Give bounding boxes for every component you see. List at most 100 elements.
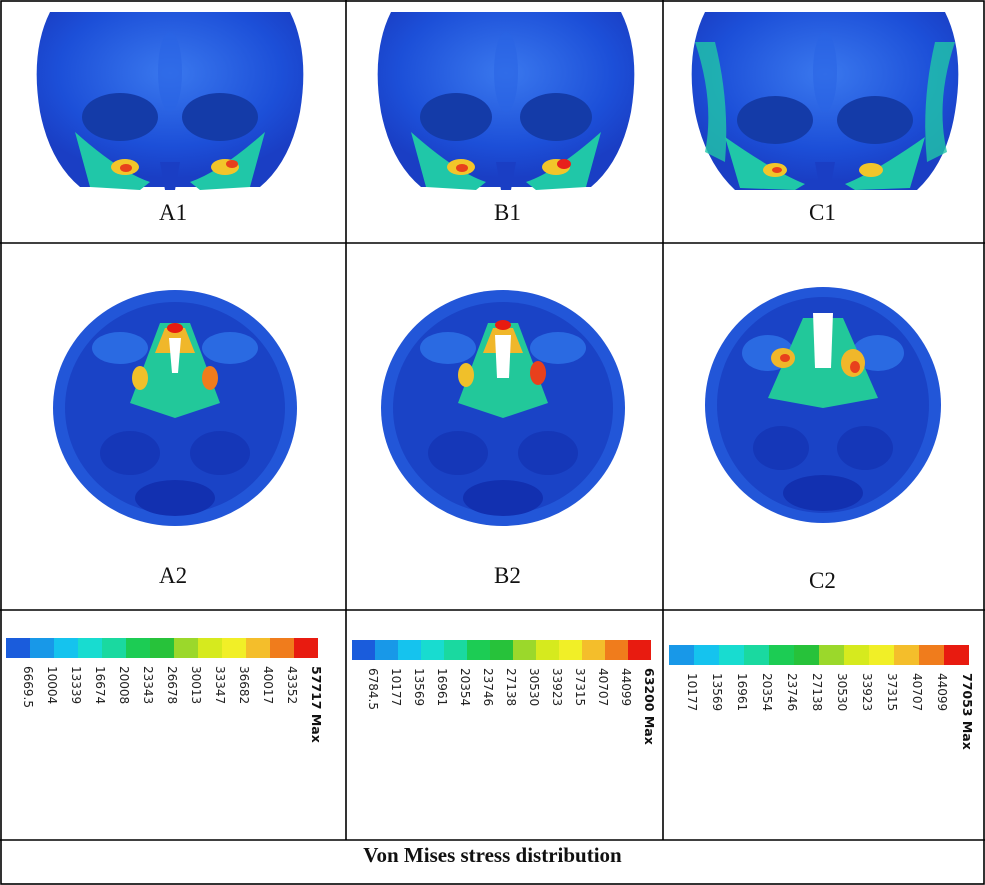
skull-front-view-b1 [366,12,646,192]
legend-swatch [294,638,318,658]
panel-b2: B2 [346,243,663,610]
legend-swatch [605,640,628,660]
panel-label-b2: B2 [494,563,521,588]
legend-swatch [150,638,174,658]
legend-swatch [819,645,844,665]
legend-tick-label: 23746 [481,668,495,706]
legend-swatch [222,638,246,658]
legend-tick-label: 43352 [285,666,299,704]
legend-swatch [919,645,944,665]
color-legend-c: 10177 13569 16961 20354 23746 27138 30530 33923… [669,645,975,750]
legend-swatch [769,645,794,665]
legend-tick-label: 33347 [213,666,227,704]
legend-swatch [375,640,398,660]
panel-a2: A2 [0,243,346,610]
legend-swatch [126,638,150,658]
legend-swatch [719,645,744,665]
panel-c1: C1 [663,0,985,243]
skull-top-view-b2 [378,283,628,533]
panel-label-a1: A1 [159,200,188,225]
legend-swatch [536,640,559,660]
legend-swatch [794,645,819,665]
legend-swatch [628,640,651,660]
legend-swatch [513,640,536,660]
color-legend-b: 6784.5 10177 13569 16961 20354 23746 27138 3053… [352,640,657,745]
panel-a1: A1 [0,0,346,243]
legend-tick-label: 13339 [69,666,83,704]
legend-swatch [421,640,444,660]
legend-cell-a: 6669.5 10004 13339 16674 20008 23343 26678 3001… [0,610,346,840]
legend-tick-label: 20354 [760,673,774,711]
legend-cell-c: 10177 13569 16961 20354 23746 27138 30530 33923… [663,610,985,840]
legend-tick-label: 16961 [735,673,749,711]
legend-tick-label: 30530 [835,673,849,711]
legend-max-label: 57717 Max [309,666,324,743]
legend-tick-label: 33923 [550,668,564,706]
legend-cell-b: 6784.5 10177 13569 16961 20354 23746 27138 3053… [346,610,663,840]
legend-swatch [582,640,605,660]
legend-swatch [559,640,582,660]
legend-tick-label: 30013 [189,666,203,704]
legend-swatch [398,640,421,660]
legend-tick-label: 13569 [710,673,724,711]
legend-swatch [6,638,30,658]
figure-caption: Von Mises stress distribution [363,843,622,867]
legend-swatch [944,645,969,665]
legend-tick-label: 26678 [165,666,179,704]
legend-tick-label: 13569 [412,668,426,706]
legend-tick-label: 40707 [596,668,610,706]
legend-tick-label: 44099 [619,668,633,706]
panel-b1: B1 [346,0,663,243]
legend-tick-label: 37315 [885,673,899,711]
legend-tick-label: 6669.5 [21,666,35,708]
legend-swatch [198,638,222,658]
legend-tick-label: 37315 [573,668,587,706]
legend-swatch [669,645,694,665]
legend-tick-label: 20008 [117,666,131,704]
legend-swatch [744,645,769,665]
panel-label-b1: B1 [494,200,521,225]
panel-label-c2: C2 [809,568,836,593]
legend-tick-label: 23746 [785,673,799,711]
legend-tick-label: 10004 [45,666,59,704]
legend-tick-label: 10177 [389,668,403,706]
legend-tick-label: 27138 [810,673,824,711]
legend-swatch [352,640,375,660]
panel-label-c1: C1 [809,200,836,225]
legend-tick-label: 20354 [458,668,472,706]
legend-swatch [174,638,198,658]
legend-max-label: 63200 Max [642,668,657,745]
legend-swatch [444,640,467,660]
legend-swatch [869,645,894,665]
legend-swatch [894,645,919,665]
legend-tick-label: 36682 [237,666,251,704]
legend-swatch [78,638,102,658]
legend-swatch [467,640,490,660]
legend-swatch [490,640,513,660]
panel-c2: C2 [663,243,985,610]
legend-tick-label: 30530 [527,668,541,706]
skull-top-view-c2 [703,283,943,528]
skull-front-view-a1 [20,12,320,192]
legend-tick-label: 27138 [504,668,518,706]
skull-front-view-c1 [685,12,965,192]
legend-swatch [246,638,270,658]
legend-tick-label: 6784.5 [366,668,380,710]
legend-swatch [844,645,869,665]
legend-tick-label: 16961 [435,668,449,706]
legend-tick-label: 40017 [261,666,275,704]
skull-top-view-a2 [50,283,300,533]
legend-tick-label: 44099 [935,673,949,711]
legend-swatch [54,638,78,658]
legend-tick-label: 40707 [910,673,924,711]
panel-label-a2: A2 [159,563,188,588]
legend-tick-label: 33923 [860,673,874,711]
legend-swatch [270,638,294,658]
legend-max-label: 77053 Max [960,673,975,750]
legend-swatch [30,638,54,658]
legend-tick-label: 10177 [685,673,699,711]
legend-tick-label: 23343 [141,666,155,704]
legend-tick-label: 16674 [93,666,107,704]
legend-swatch [694,645,719,665]
